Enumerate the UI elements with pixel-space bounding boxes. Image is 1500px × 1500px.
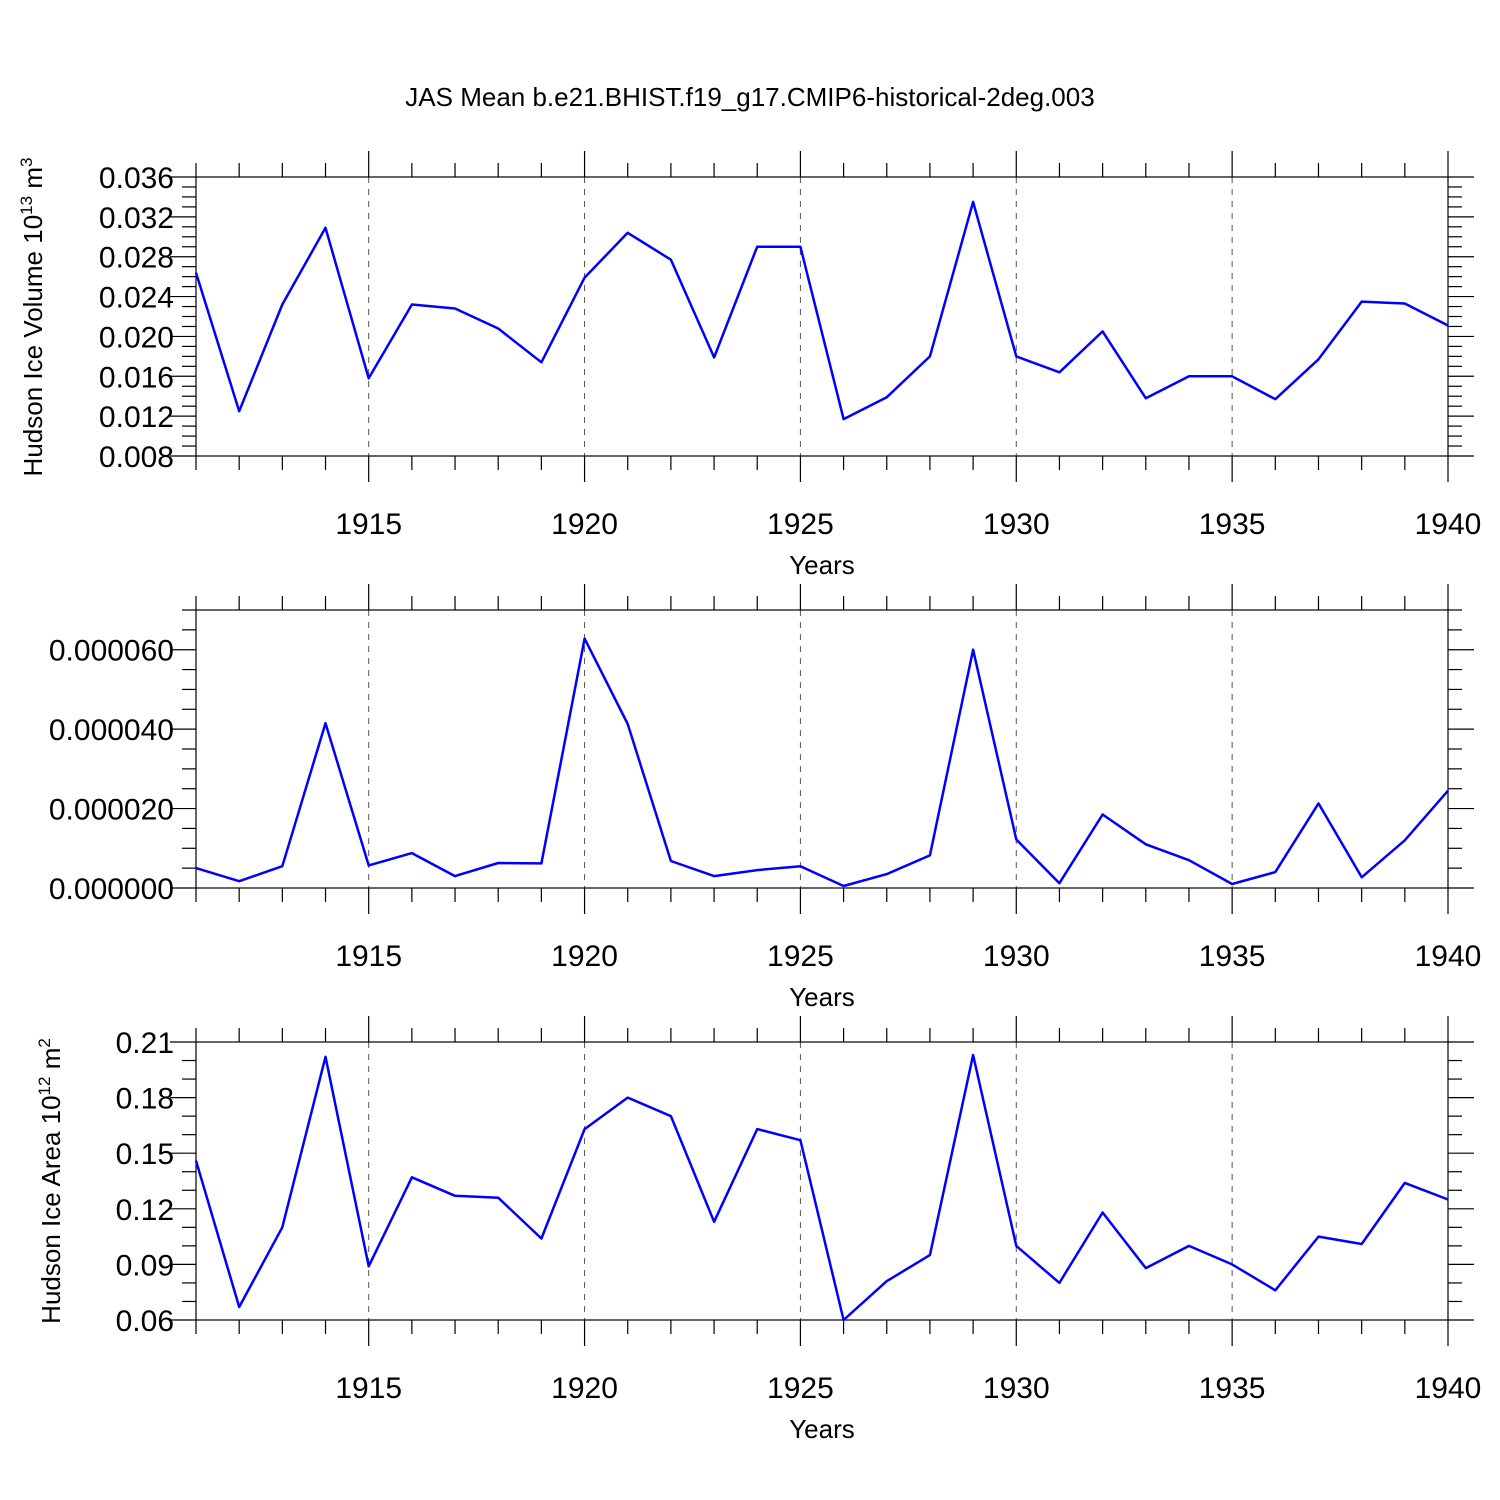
x-tick-label: 1925 bbox=[767, 508, 834, 541]
series-line-middle bbox=[195, 637, 1449, 888]
x-tick-label: 1920 bbox=[551, 1372, 618, 1405]
y-tick-label: 0.012 bbox=[99, 401, 174, 434]
panel-ice-volume: Hudson Ice Volume 1013 m3 Years 1915 1920… bbox=[17, 151, 1481, 580]
x-tick-label: 1920 bbox=[551, 508, 618, 541]
y-tick-label: 0.000000 bbox=[49, 873, 174, 906]
y-tick-label: 0.09 bbox=[116, 1249, 174, 1282]
y-tick-label: 0.18 bbox=[116, 1083, 174, 1116]
y-tick-label: 0.008 bbox=[99, 441, 174, 474]
x-tick-label: 1920 bbox=[551, 940, 618, 973]
y-tick-label: 0.020 bbox=[99, 321, 174, 354]
y-tick-label: 0.15 bbox=[116, 1138, 174, 1171]
y-axis-label-ice-area: Hudson Ice Area 1012 m2 bbox=[35, 1038, 66, 1324]
y-tick-label: 0.032 bbox=[99, 202, 174, 235]
plot-frame-ice-volume bbox=[195, 176, 1449, 457]
panel-ice-area: Hudson Ice Area 1012 m2 Years 1915 1920 19… bbox=[35, 1016, 1481, 1444]
y-tick-label: 0.06 bbox=[116, 1305, 174, 1338]
x-tick-label: 1930 bbox=[983, 508, 1050, 541]
chart-title: JAS Mean b.e21.BHIST.f19_g17.CMIP6-histo… bbox=[405, 82, 1094, 112]
y-tick-label: 0.000040 bbox=[49, 714, 174, 747]
x-tick-label: 1935 bbox=[1199, 1372, 1266, 1405]
x-tick-label: 1925 bbox=[767, 940, 834, 973]
y-tick-label: 0.016 bbox=[99, 361, 174, 394]
y-tick-label: 0.028 bbox=[99, 242, 174, 275]
panel-middle: Years 1915 1920 1925 1930 1935 1940 0.000000 0.… bbox=[49, 584, 1482, 1012]
x-tick-label: 1930 bbox=[983, 940, 1050, 973]
x-tick-label: 1915 bbox=[335, 1372, 402, 1405]
y-tick-label: 0.12 bbox=[116, 1194, 174, 1227]
series-line-ice-volume bbox=[194, 200, 1449, 421]
y-tick-label: 0.024 bbox=[99, 282, 174, 315]
x-axis-label-middle: Years bbox=[789, 982, 855, 1012]
y-tick-label: 0.21 bbox=[116, 1027, 174, 1060]
x-axis-label-ice-area: Years bbox=[789, 1414, 855, 1444]
x-tick-label: 1925 bbox=[767, 1372, 834, 1405]
y-axis-label-ice-volume: Hudson Ice Volume 1013 m3 bbox=[17, 158, 48, 477]
plot-frame-middle bbox=[195, 609, 1449, 889]
x-tick-label: 1915 bbox=[335, 508, 402, 541]
x-tick-label: 1915 bbox=[335, 940, 402, 973]
x-axis-label-ice-volume: Years bbox=[789, 550, 855, 580]
x-tick-label: 1935 bbox=[1199, 940, 1266, 973]
x-tick-label: 1940 bbox=[1415, 508, 1482, 541]
series-line-ice-area bbox=[194, 1053, 1449, 1322]
y-tick-label: 0.036 bbox=[99, 162, 174, 195]
x-tick-label: 1940 bbox=[1415, 1372, 1482, 1405]
y-tick-label: 0.000060 bbox=[49, 635, 174, 668]
x-tick-label: 1940 bbox=[1415, 940, 1482, 973]
x-tick-label: 1930 bbox=[983, 1372, 1050, 1405]
x-tick-label: 1935 bbox=[1199, 508, 1266, 541]
plot-frame-ice-area bbox=[195, 1041, 1449, 1321]
y-tick-label: 0.000020 bbox=[49, 794, 174, 827]
